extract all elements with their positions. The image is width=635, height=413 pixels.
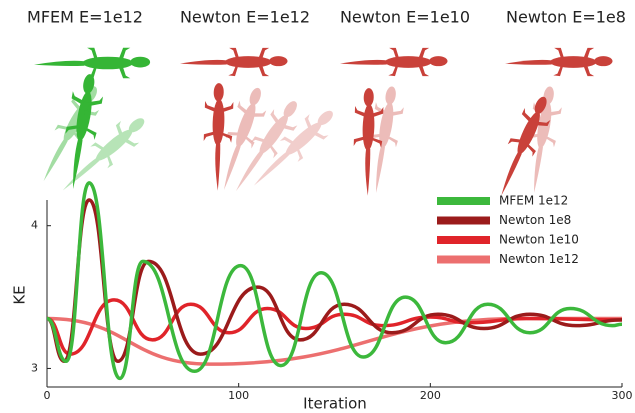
panel-title: Newton E=1e10 — [340, 8, 470, 27]
x-tick-label: 0 — [44, 389, 51, 402]
legend-label: Newton 1e12 — [499, 252, 579, 266]
x-tick-label: 200 — [420, 389, 441, 402]
series-line — [46, 198, 623, 364]
panel-title: Newton E=1e12 — [180, 8, 310, 27]
renders — [29, 47, 613, 201]
y-tick-label: 3 — [31, 361, 38, 374]
panel-title: MFEM E=1e12 — [27, 8, 143, 27]
series-line — [46, 181, 623, 381]
series-line — [46, 316, 622, 366]
x-tick-label: 300 — [612, 389, 633, 402]
legend-label: Newton 1e8 — [499, 213, 571, 227]
x-axis-label: Iteration — [303, 395, 367, 413]
y-axis-label: KE — [11, 285, 29, 304]
legend-label: Newton 1e10 — [499, 233, 579, 247]
panel-title: Newton E=1e8 — [506, 8, 626, 27]
x-tick-label: 100 — [228, 389, 249, 402]
y-tick-label: 4 — [31, 219, 38, 232]
legend-label: MFEM 1e12 — [499, 194, 568, 208]
